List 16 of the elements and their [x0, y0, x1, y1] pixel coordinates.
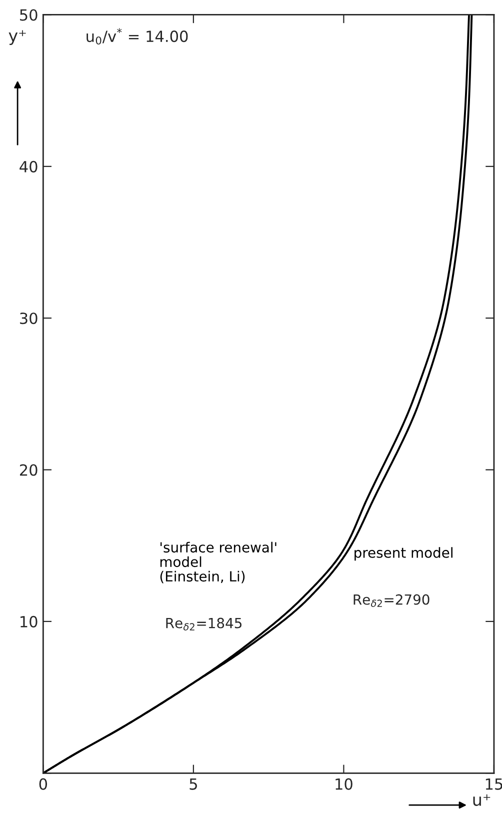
annotation: Re$_{δ2}$=1845: [166, 618, 242, 631]
y-tick-label: 30: [20, 312, 38, 324]
text: 'surface renewal' model (Einstein, Li): [160, 542, 276, 584]
y-tick-label: 20: [20, 464, 38, 476]
x-tick-label: 0: [39, 778, 48, 790]
y-axis-title: y⁺: [8, 30, 26, 46]
x-tick-label: 10: [336, 778, 352, 790]
annotation: u$_{0}$/v$^{*}$ = 14.00: [86, 28, 188, 45]
y-tick-label: 50: [20, 9, 38, 21]
series-label: present model: [354, 547, 452, 561]
y-tick-label: 40: [20, 160, 38, 172]
x-tick-label: 15: [486, 778, 502, 790]
annotation: Re$_{δ2}$=2790: [354, 594, 430, 608]
x-tick-label: 5: [190, 778, 197, 790]
x-axis-title: u⁺: [473, 794, 490, 806]
y-tick-label: 10: [20, 616, 38, 628]
